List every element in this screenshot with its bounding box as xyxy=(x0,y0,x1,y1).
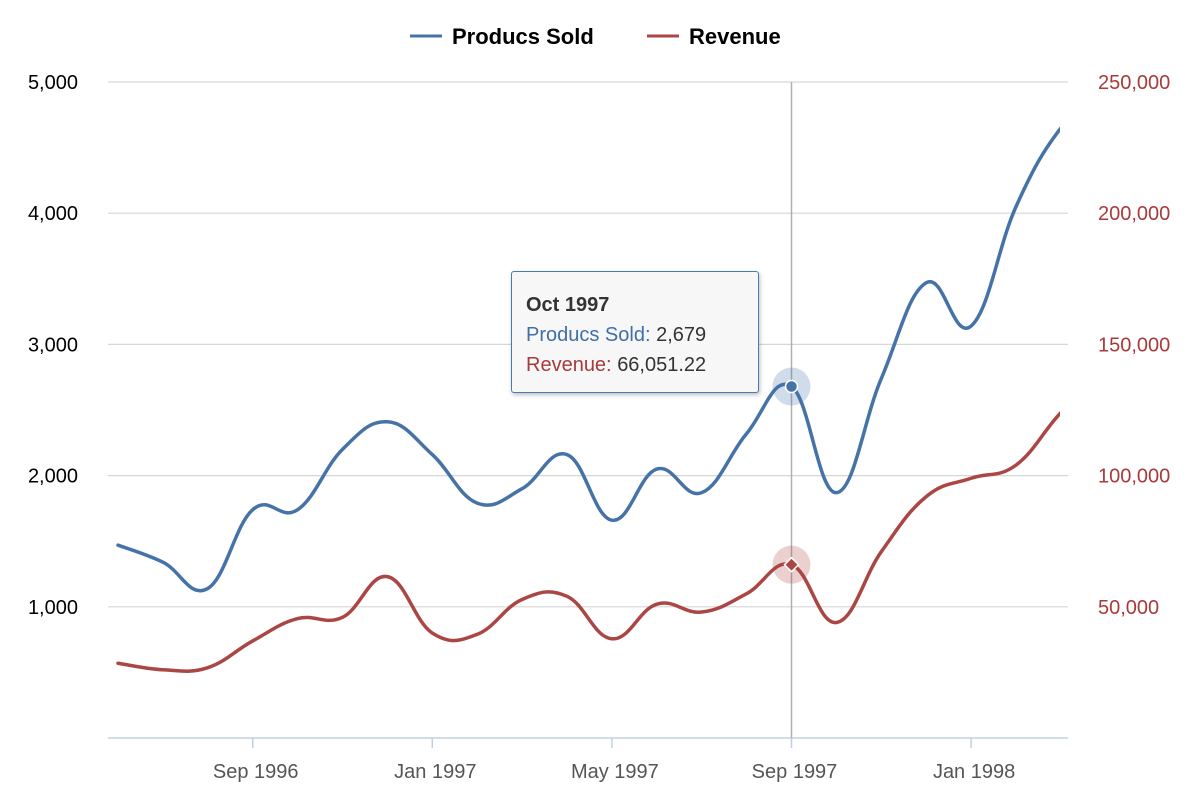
y-axis-left: 1,000 2,000 3,000 4,000 5,000 xyxy=(28,72,78,619)
x-tick-label: Jan 1997 xyxy=(394,761,476,783)
y-left-tick-label: 5,000 xyxy=(28,72,78,94)
tooltip-value-producs-sold: 2,679 xyxy=(656,324,707,346)
tooltip-value-revenue: 66,051.22 xyxy=(617,354,707,376)
x-axis: Sep 1996 Jan 1997 May 1997 Sep 1997 Jan 1998 xyxy=(108,737,1068,783)
data-point-producs-sold[interactable] xyxy=(784,379,799,394)
y-axis-right: 50,000 100,000 150,000 200,000 250,000 xyxy=(1098,72,1170,619)
y-left-tick-label: 4,000 xyxy=(28,203,78,225)
y-right-tick-label: 200,000 xyxy=(1098,203,1170,225)
y-left-tick-label: 3,000 xyxy=(28,334,78,356)
y-right-tick-label: 50,000 xyxy=(1098,597,1159,619)
legend-label-producs-sold[interactable]: Producs Sold xyxy=(452,24,594,49)
x-tick-label: Sep 1996 xyxy=(213,761,299,783)
x-tick-label: May 1997 xyxy=(571,761,659,783)
data-point-revenue[interactable] xyxy=(783,556,800,573)
legend-label-revenue[interactable]: Revenue xyxy=(689,24,781,49)
y-left-tick-label: 1,000 xyxy=(28,597,78,619)
y-right-tick-label: 250,000 xyxy=(1098,72,1170,94)
tooltip-label-producs-sold: Producs Sold: xyxy=(526,324,651,346)
y-left-tick-label: 2,000 xyxy=(28,466,78,488)
series-lines xyxy=(116,89,1106,673)
tooltip-title: Oct 1997 xyxy=(526,294,610,316)
tooltip-label-revenue: Revenue: xyxy=(526,354,612,376)
series-line-revenue[interactable] xyxy=(116,371,1106,673)
x-tick-label: Sep 1997 xyxy=(752,761,838,783)
series-line-producs-sold[interactable] xyxy=(116,89,1106,593)
y-right-tick-label: 150,000 xyxy=(1098,334,1170,356)
tooltip-row-revenue: Revenue: 66,051.22 xyxy=(526,350,744,380)
tooltip: Oct 1997 Producs Sold: 2,679 Revenue: 66… xyxy=(511,271,759,393)
hover-markers xyxy=(772,367,811,584)
tooltip-row-producs-sold: Producs Sold: 2,679 xyxy=(526,320,744,350)
y-right-tick-label: 100,000 xyxy=(1098,466,1170,488)
x-tick-label: Jan 1998 xyxy=(933,761,1015,783)
legend[interactable]: Producs Sold Revenue xyxy=(410,24,781,49)
